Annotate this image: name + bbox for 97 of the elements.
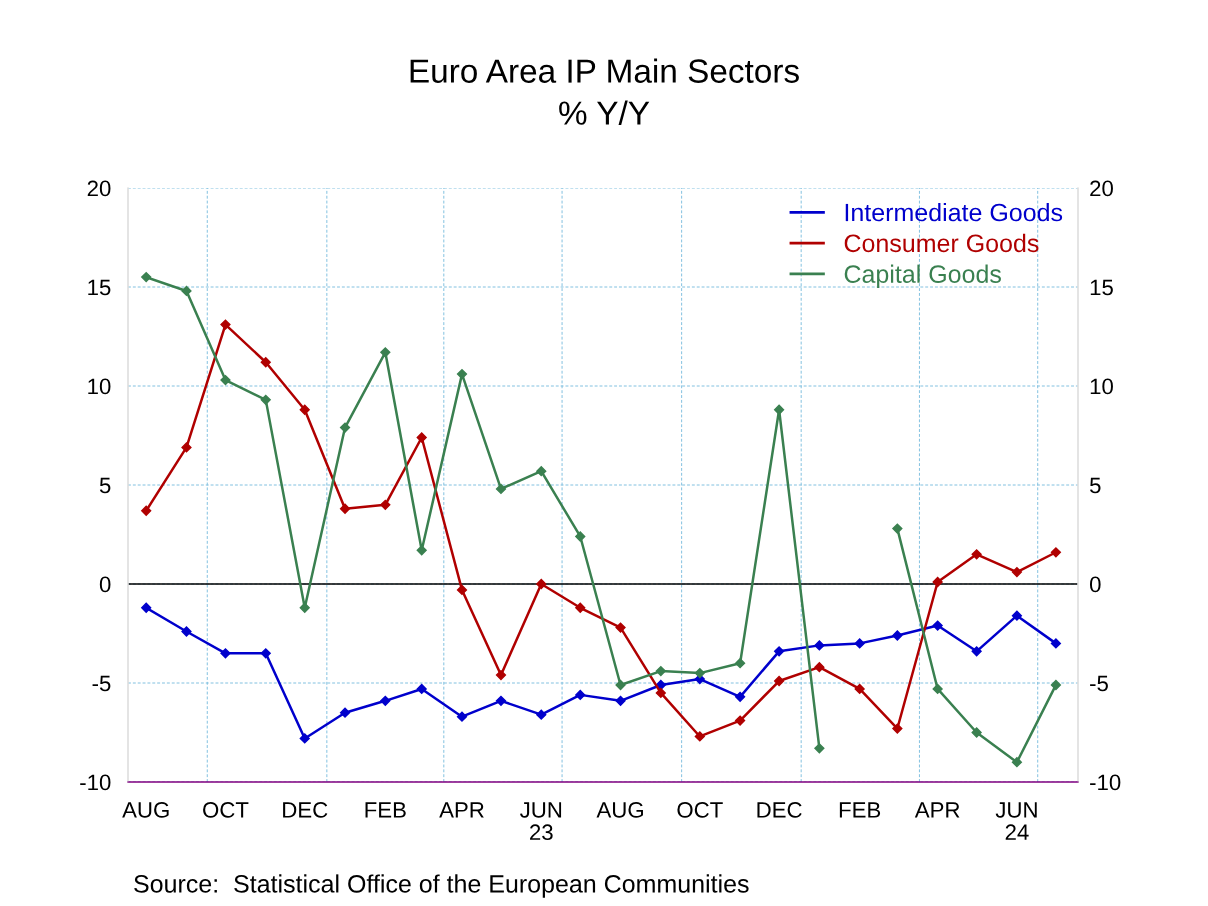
point bbox=[495, 483, 507, 495]
point bbox=[456, 369, 468, 380]
point bbox=[892, 630, 903, 641]
point bbox=[416, 432, 427, 443]
point bbox=[971, 646, 982, 657]
x-tick-label: DEC bbox=[283, 802, 328, 818]
x-tick-label: JUN 24 bbox=[995, 802, 1037, 840]
point bbox=[773, 646, 785, 657]
point bbox=[141, 271, 152, 283]
chart-subtitle: % Y/Y bbox=[559, 100, 650, 125]
point bbox=[734, 715, 746, 726]
point bbox=[1011, 757, 1023, 768]
point bbox=[260, 648, 271, 659]
point bbox=[734, 691, 746, 702]
y-tick-label: 15 bbox=[88, 279, 111, 296]
point bbox=[932, 683, 943, 695]
point bbox=[141, 505, 152, 516]
y2-tick-label: -10 bbox=[1090, 774, 1121, 791]
point bbox=[220, 648, 231, 659]
point bbox=[615, 695, 626, 706]
point bbox=[615, 622, 626, 633]
x-tick-label: DEC bbox=[757, 802, 802, 818]
point bbox=[339, 707, 351, 718]
point bbox=[1050, 679, 1062, 691]
y2-tick-label: -5 bbox=[1090, 675, 1108, 692]
point bbox=[181, 442, 192, 453]
x-tick-label: FEB bbox=[839, 802, 881, 818]
x-tick-label: OCT bbox=[203, 802, 249, 818]
point bbox=[854, 638, 865, 649]
point bbox=[655, 687, 666, 699]
point bbox=[892, 723, 903, 734]
x-tick-label: APR bbox=[439, 802, 484, 818]
point bbox=[575, 531, 586, 542]
y-tick-label: -10 bbox=[80, 774, 111, 791]
point bbox=[971, 549, 982, 560]
point bbox=[971, 727, 982, 738]
point bbox=[655, 666, 666, 677]
point bbox=[299, 404, 310, 415]
x-tick-label: AUG bbox=[596, 802, 643, 818]
x-tick-label: OCT bbox=[677, 802, 723, 818]
x-tick-label: JUN 23 bbox=[520, 802, 562, 841]
y-tick-label: -5 bbox=[92, 675, 111, 692]
point bbox=[339, 422, 351, 433]
x-tick-label: AUG bbox=[122, 802, 169, 818]
point bbox=[814, 662, 825, 673]
point bbox=[260, 394, 271, 405]
point bbox=[734, 658, 746, 669]
y-tick-label: 10 bbox=[88, 378, 111, 395]
legend-label: Capital Goods bbox=[844, 264, 1001, 288]
point bbox=[495, 695, 507, 706]
x-tick-label: APR bbox=[914, 802, 960, 818]
point bbox=[814, 640, 825, 651]
y2-tick-label: 15 bbox=[1090, 279, 1113, 296]
x-tick-label: FEB bbox=[365, 802, 406, 818]
y2-tick-label: 20 bbox=[1090, 180, 1113, 197]
point bbox=[575, 602, 586, 613]
point bbox=[773, 675, 785, 687]
point bbox=[694, 667, 705, 679]
point bbox=[456, 711, 468, 722]
y2-tick-label: 0 bbox=[1089, 576, 1101, 593]
point bbox=[536, 709, 547, 720]
point bbox=[694, 731, 705, 742]
point bbox=[380, 499, 391, 510]
chart-title: Euro Area IP Main Sectors bbox=[410, 58, 799, 83]
point bbox=[536, 578, 547, 590]
point bbox=[380, 347, 391, 358]
point bbox=[141, 602, 152, 613]
point bbox=[339, 503, 351, 514]
point bbox=[892, 523, 903, 534]
point bbox=[1011, 610, 1023, 621]
point bbox=[932, 620, 943, 631]
point bbox=[854, 683, 865, 695]
point bbox=[299, 733, 310, 744]
y2-tick-label: 10 bbox=[1090, 378, 1113, 395]
source-note: Source: Statistical Office of the European Communities bbox=[134, 874, 749, 898]
point bbox=[416, 545, 427, 556]
point bbox=[814, 743, 825, 754]
point bbox=[260, 357, 271, 368]
point bbox=[932, 576, 943, 588]
point bbox=[456, 584, 468, 596]
point bbox=[536, 466, 547, 477]
point bbox=[380, 695, 391, 706]
y-tick-label: 0 bbox=[99, 576, 111, 593]
point bbox=[416, 683, 427, 695]
point bbox=[773, 404, 785, 415]
y-tick-label: 20 bbox=[87, 180, 111, 197]
point bbox=[495, 669, 507, 681]
point bbox=[181, 626, 192, 637]
point bbox=[1050, 547, 1062, 558]
point bbox=[575, 689, 586, 700]
legend-label: Intermediate Goods bbox=[845, 203, 1063, 222]
point bbox=[1050, 638, 1062, 649]
point bbox=[1011, 567, 1023, 578]
y2-tick-label: 5 bbox=[1090, 477, 1101, 494]
legend-label: Consumer Goods bbox=[844, 233, 1039, 253]
point bbox=[220, 319, 231, 330]
y-tick-label: 5 bbox=[99, 477, 111, 494]
